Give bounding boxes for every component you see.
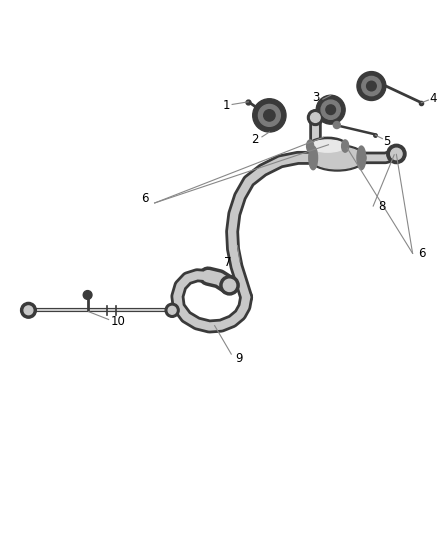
Circle shape: [321, 100, 340, 119]
Text: 7: 7: [224, 256, 232, 269]
Circle shape: [387, 144, 406, 164]
Text: 1: 1: [222, 99, 230, 112]
Circle shape: [367, 81, 376, 91]
Circle shape: [326, 105, 336, 115]
Circle shape: [362, 76, 381, 96]
Ellipse shape: [309, 145, 366, 171]
Circle shape: [168, 306, 176, 314]
Text: 3: 3: [313, 91, 320, 104]
Circle shape: [258, 104, 280, 126]
Circle shape: [220, 276, 239, 295]
Ellipse shape: [308, 138, 347, 155]
Text: 10: 10: [111, 315, 126, 328]
Circle shape: [165, 303, 179, 317]
Circle shape: [333, 122, 340, 128]
Text: 4: 4: [429, 92, 437, 105]
Circle shape: [311, 113, 320, 123]
Circle shape: [307, 110, 323, 125]
Text: 5: 5: [384, 135, 391, 148]
Text: 6: 6: [418, 247, 426, 260]
Ellipse shape: [311, 147, 363, 169]
Text: 6: 6: [141, 192, 149, 205]
Circle shape: [21, 302, 36, 318]
Ellipse shape: [357, 146, 366, 169]
Ellipse shape: [342, 140, 349, 152]
Circle shape: [223, 279, 236, 292]
Text: 2: 2: [251, 133, 259, 147]
Ellipse shape: [307, 140, 314, 152]
Circle shape: [391, 148, 402, 159]
Circle shape: [264, 110, 275, 121]
Circle shape: [24, 306, 33, 314]
Circle shape: [357, 71, 386, 101]
Circle shape: [253, 99, 286, 132]
Circle shape: [83, 290, 92, 300]
Text: 9: 9: [235, 352, 243, 365]
Ellipse shape: [309, 146, 318, 169]
Circle shape: [316, 95, 345, 124]
Text: 8: 8: [378, 199, 385, 213]
Ellipse shape: [311, 140, 345, 152]
